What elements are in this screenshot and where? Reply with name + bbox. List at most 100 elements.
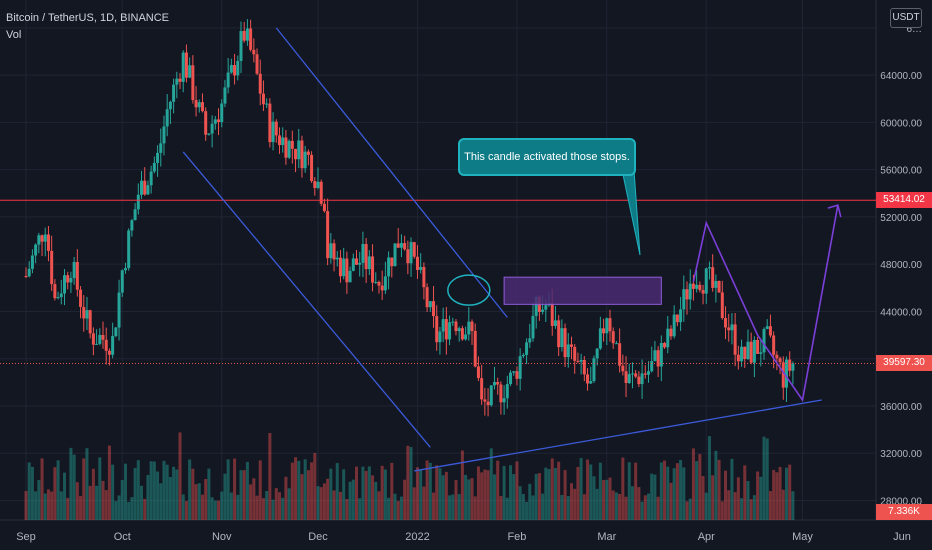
currency-label[interactable]: USDT <box>890 8 922 28</box>
chart-legend: Bitcoin / TetherUS, 1D, BINANCE Vol <box>6 10 169 44</box>
volume-bar <box>287 488 291 520</box>
volume-bar <box>204 479 208 520</box>
candle-body <box>332 243 336 260</box>
candle-body <box>371 256 375 283</box>
candle-body <box>509 372 513 385</box>
volume-bar <box>30 466 34 520</box>
volume-bar <box>614 492 618 520</box>
volume-bar <box>361 466 365 520</box>
volume-bar <box>492 474 496 520</box>
volume-bar <box>249 484 253 520</box>
volume-bar <box>367 466 371 520</box>
volume-bar <box>544 467 548 520</box>
candle-body <box>245 28 249 41</box>
symbol-title[interactable]: Bitcoin / TetherUS, 1D, BINANCE <box>6 12 170 24</box>
candle-body <box>326 211 330 259</box>
volume-bar <box>133 467 137 520</box>
annotation-callout[interactable]: This candle activated those stops. <box>458 138 636 176</box>
candle-body <box>727 327 731 331</box>
volume-bar <box>114 501 118 520</box>
candle-body <box>733 324 737 355</box>
volume-bar <box>605 479 609 520</box>
volume-bar <box>669 482 673 520</box>
volume-bar <box>515 461 519 520</box>
volume-bar <box>685 501 689 520</box>
volume-bar <box>37 480 41 520</box>
volume-bar <box>316 486 320 520</box>
volume-bar <box>56 460 60 520</box>
price-axis <box>876 0 932 550</box>
volume-bar <box>634 462 638 520</box>
volume-bar <box>306 470 310 520</box>
volume-bar <box>261 498 265 520</box>
candle-body <box>541 309 545 312</box>
candle-body <box>217 119 221 123</box>
volume-bar <box>525 501 529 520</box>
candle-body <box>640 373 644 385</box>
volume-bar <box>59 491 63 520</box>
volume-bar <box>136 460 140 520</box>
volume-bar <box>342 469 346 520</box>
candle-body <box>695 284 699 289</box>
volume-bar <box>704 492 708 520</box>
volume-bar <box>752 495 756 520</box>
candle-body <box>79 289 83 307</box>
volume-bar <box>714 450 718 520</box>
candle-body <box>768 326 772 336</box>
candle-body <box>66 275 70 283</box>
candle-body <box>72 262 76 279</box>
volume-bar <box>387 497 391 520</box>
volume-bar <box>569 483 573 520</box>
candle-body <box>27 268 31 277</box>
volume-bar <box>300 474 304 520</box>
candle-body <box>297 140 301 160</box>
candle-body <box>261 93 265 105</box>
candle-body <box>91 333 95 345</box>
volume-bar <box>210 497 214 520</box>
candle-body <box>544 305 548 310</box>
volume-bar <box>168 477 172 520</box>
volume-bar <box>531 495 535 520</box>
candle-body <box>316 181 320 189</box>
candle-body <box>672 314 676 337</box>
candle-body <box>82 306 86 319</box>
candle-body <box>303 151 307 169</box>
candle-body <box>380 285 384 291</box>
candle-body <box>133 209 137 221</box>
candle-body <box>602 328 606 334</box>
candle-body <box>595 348 599 359</box>
candle-body <box>123 268 127 271</box>
candle-body <box>589 381 593 384</box>
candle-body <box>611 331 615 344</box>
volume-bar <box>88 485 92 520</box>
volume-bar <box>217 500 221 520</box>
candle-body <box>505 384 509 399</box>
volume-bar <box>630 486 634 520</box>
candle-body <box>711 267 715 288</box>
volume-bar <box>688 498 692 520</box>
time-tick-label: 2022 <box>405 531 429 543</box>
volume-bar <box>695 461 699 520</box>
volume-bar <box>101 480 105 520</box>
volume-bar <box>762 436 766 520</box>
candle-body <box>210 123 214 134</box>
volume-bar <box>184 501 188 520</box>
volume-bar <box>422 486 426 520</box>
volume-bar <box>265 491 269 520</box>
candle-body <box>114 327 118 337</box>
volume-bar <box>200 494 204 520</box>
time-tick-label: Apr <box>698 531 715 543</box>
volume-bar <box>740 498 744 520</box>
candle-body <box>271 121 275 143</box>
volume-bar <box>707 436 711 520</box>
volume-bar <box>226 459 230 520</box>
volume-bar <box>759 476 763 520</box>
candle-body <box>730 324 734 331</box>
candle-body <box>168 101 172 110</box>
candle-body <box>605 318 609 334</box>
candle-body <box>666 328 670 348</box>
candle-body <box>457 328 461 332</box>
volume-bar <box>34 491 38 520</box>
volume-bar <box>338 491 342 520</box>
